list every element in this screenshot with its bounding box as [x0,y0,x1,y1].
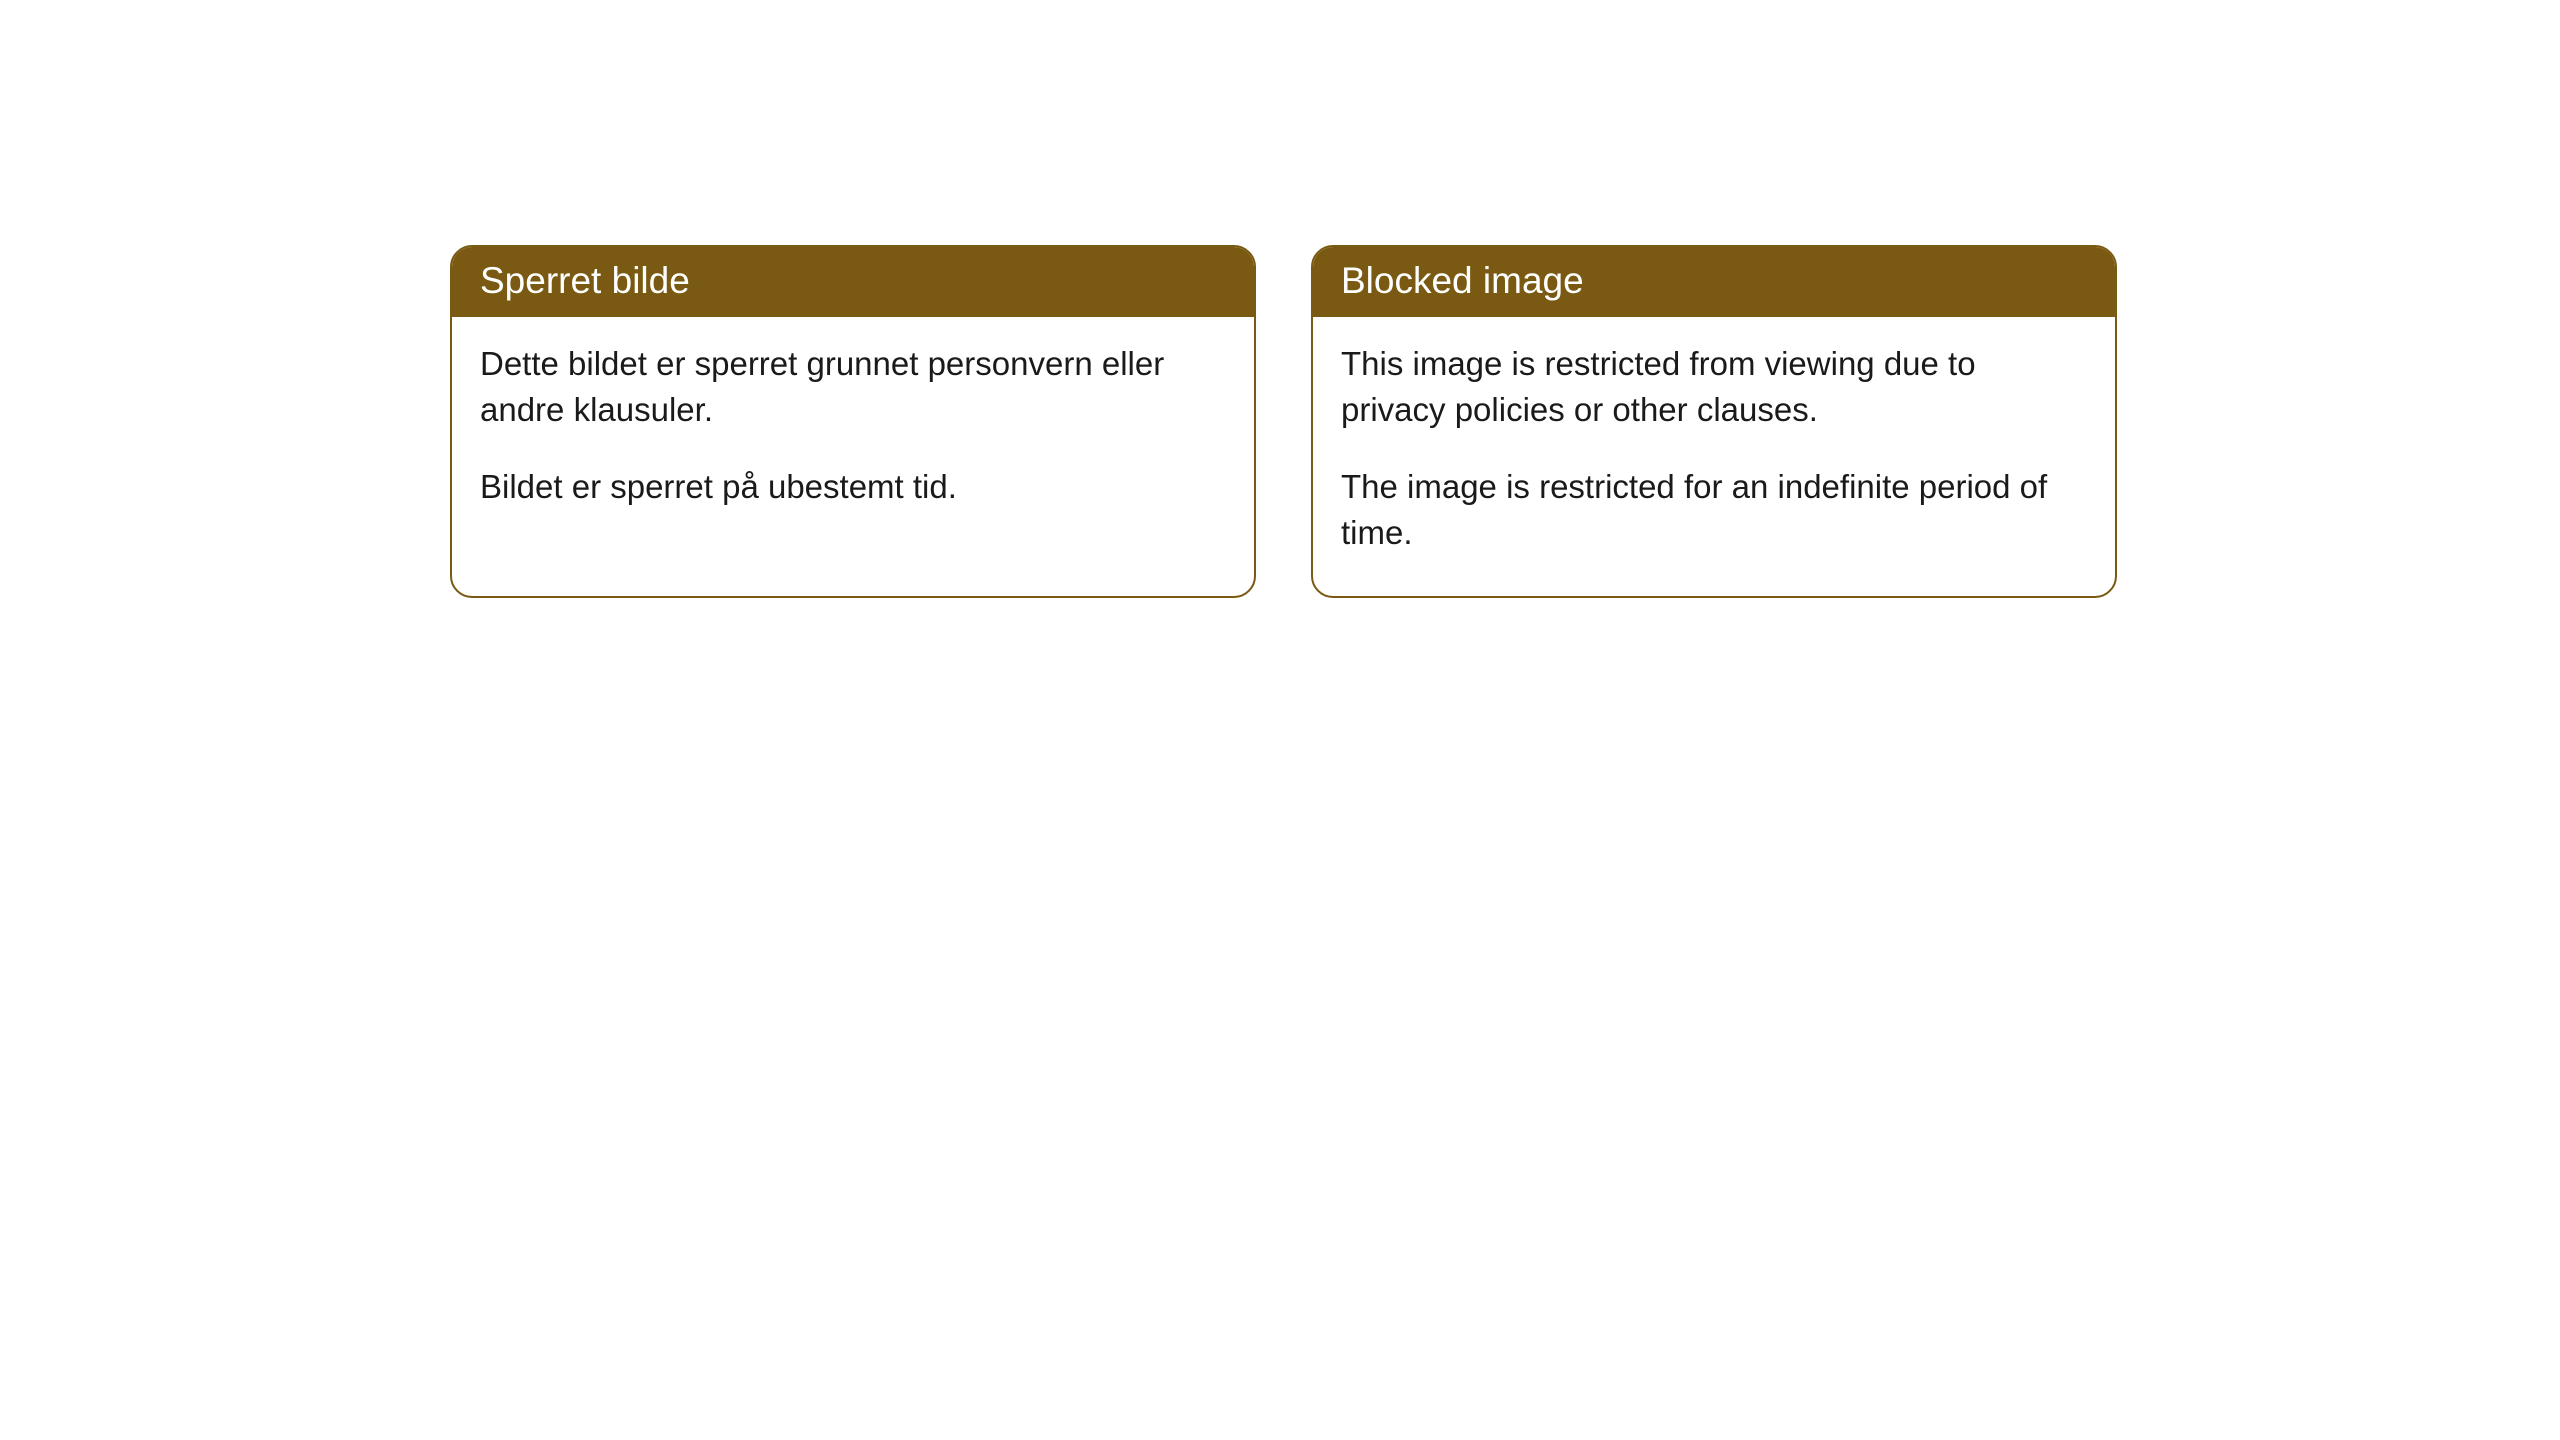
blocked-image-card-english: Blocked image This image is restricted f… [1311,245,2117,598]
card-paragraph-1-norwegian: Dette bildet er sperret grunnet personve… [480,341,1226,432]
notice-cards-container: Sperret bilde Dette bildet er sperret gr… [450,245,2117,598]
blocked-image-card-norwegian: Sperret bilde Dette bildet er sperret gr… [450,245,1256,598]
card-body-norwegian: Dette bildet er sperret grunnet personve… [452,317,1254,550]
card-body-english: This image is restricted from viewing du… [1313,317,2115,595]
card-paragraph-2-english: The image is restricted for an indefinit… [1341,464,2087,555]
card-paragraph-1-english: This image is restricted from viewing du… [1341,341,2087,432]
card-header-english: Blocked image [1313,247,2115,317]
card-header-norwegian: Sperret bilde [452,247,1254,317]
card-paragraph-2-norwegian: Bildet er sperret på ubestemt tid. [480,464,1226,510]
